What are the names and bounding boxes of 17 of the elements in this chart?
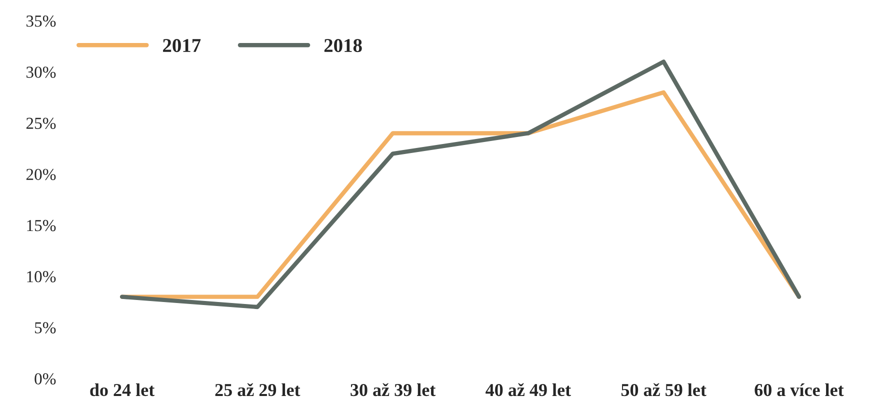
y-tick-label: 0% (34, 373, 56, 385)
legend-label: 2017 (163, 38, 201, 52)
x-tick-label: 60 a více let (754, 383, 844, 396)
y-tick-label: 30% (26, 66, 56, 78)
y-tick-label: 10% (27, 271, 56, 282)
y-tick-label: 5% (35, 322, 56, 334)
x-tick-label: 40 až 49 let (486, 383, 571, 396)
x-tick-label: 50 až 59 let (621, 383, 706, 396)
line-series (120, 60, 802, 310)
y-tick-label: 25% (26, 118, 56, 130)
y-tick-label: 35% (26, 16, 56, 27)
legend-label: 2018 (324, 38, 362, 52)
y-tick-label: 15% (27, 220, 56, 232)
x-tick-label: 25 až 29 let (215, 383, 300, 396)
x-tick-label: do 24 let (90, 383, 155, 396)
x-tick-label: 30 až 39 let (350, 383, 436, 396)
y-tick-label: 20% (26, 168, 56, 180)
